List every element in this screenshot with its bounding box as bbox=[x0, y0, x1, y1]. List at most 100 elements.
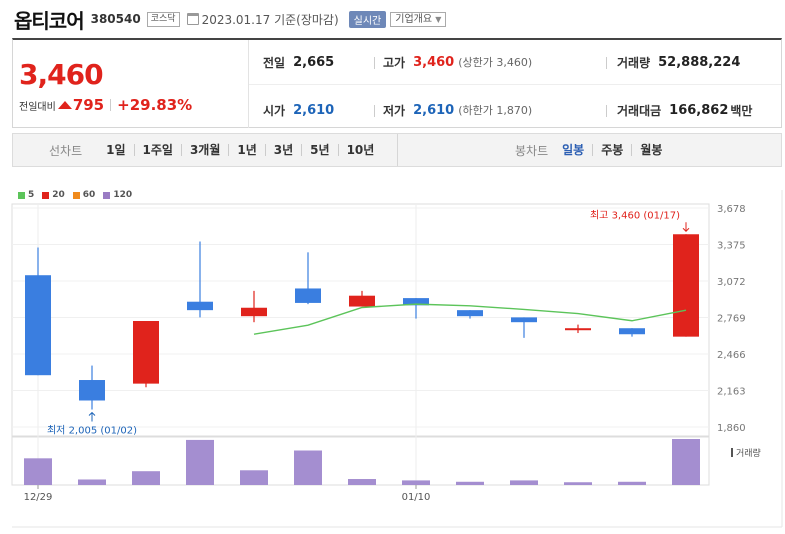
y-tick-label: 3,072 bbox=[717, 277, 746, 288]
realtime-button[interactable]: 실시간 bbox=[348, 10, 387, 28]
candle-chart-label: 봉차트 bbox=[515, 143, 549, 158]
quote-divider bbox=[248, 40, 249, 128]
tab-divider bbox=[397, 134, 398, 166]
legend-item-ma120: 120 bbox=[103, 190, 132, 200]
min-arrow-icon bbox=[88, 411, 96, 422]
candle-body bbox=[241, 307, 267, 317]
legend-swatch bbox=[72, 191, 80, 199]
candle-body bbox=[565, 328, 591, 331]
ma5-line bbox=[253, 303, 687, 335]
volume-stat-value: 52,888,224 bbox=[658, 54, 741, 70]
legend-item-ma60: 60 bbox=[72, 190, 96, 200]
current-price: 3,460 bbox=[19, 58, 104, 91]
amount-label: 거래대금 bbox=[617, 103, 662, 118]
trade-amount: 거래대금 166,862 백만 bbox=[617, 100, 752, 120]
company-overview-label: 기업개요 bbox=[395, 13, 433, 25]
tab-period-10y[interactable]: 10년 bbox=[346, 143, 375, 157]
change-label: 전일대비 bbox=[19, 101, 56, 113]
quote-row-divider bbox=[249, 84, 781, 85]
prev-label: 전일 bbox=[263, 55, 286, 70]
candle-body bbox=[295, 288, 321, 303]
candle-body bbox=[79, 380, 105, 401]
prev-value: 2,665 bbox=[293, 54, 335, 70]
cell-separator bbox=[606, 57, 607, 69]
open-price: 시가 2,610 bbox=[263, 100, 334, 120]
tab-daily[interactable]: 일봉 bbox=[554, 144, 594, 156]
candle-chart-tabs: 봉차트 일봉 주봉 월봉 bbox=[515, 134, 670, 166]
y-tick-label: 3,678 bbox=[717, 204, 746, 215]
tab-period-1d[interactable]: 1일 bbox=[98, 144, 135, 156]
price-area: 3,460 전일대비 795 +29.83% bbox=[13, 40, 248, 128]
candle-body bbox=[403, 298, 429, 306]
upper-limit: (상한가 3,460) bbox=[458, 56, 533, 69]
lower-limit: (하한가 1,870) bbox=[458, 104, 533, 117]
y-tick-label: 2,163 bbox=[717, 387, 746, 398]
change-percent: +29.83% bbox=[117, 96, 193, 114]
x-tick-label: 01/10 bbox=[402, 492, 431, 503]
line-chart-label: 선차트 bbox=[49, 143, 83, 158]
tab-period-1y[interactable]: 1년 bbox=[229, 144, 266, 156]
x-tick-label: 12/29 bbox=[24, 492, 53, 503]
open-label: 시가 bbox=[263, 103, 286, 118]
volume-bar bbox=[24, 458, 52, 485]
tab-period-1w[interactable]: 1주일 bbox=[135, 144, 182, 156]
legend-swatch bbox=[18, 191, 25, 199]
volume-stat-label: 거래량 bbox=[617, 55, 651, 70]
market-badge: 코스닥 bbox=[146, 11, 180, 27]
candle-body bbox=[511, 317, 537, 323]
tab-weekly[interactable]: 주봉 bbox=[593, 144, 633, 156]
amount-value: 166,862 bbox=[669, 102, 729, 118]
volume-plot-frame bbox=[11, 436, 710, 486]
volume-legend-label: 거래량 bbox=[736, 447, 761, 459]
legend-label: 60 bbox=[82, 190, 96, 200]
stock-header: 옵티코어 380540 코스닥 2023.01.17 기준(장마감) 실시간 기… bbox=[14, 8, 447, 33]
volume-bar bbox=[564, 482, 592, 485]
y-tick-label: 2,769 bbox=[717, 314, 746, 325]
amount-unit: 백만 bbox=[730, 103, 753, 118]
chevron-down-icon: ▼ bbox=[435, 14, 442, 24]
y-tick-label: 1,860 bbox=[717, 423, 746, 434]
tab-period-3m[interactable]: 3개월 bbox=[182, 144, 230, 156]
open-value: 2,610 bbox=[293, 102, 335, 118]
candle-body bbox=[349, 295, 375, 307]
low-label: 저가 bbox=[383, 103, 406, 118]
high-label: 고가 bbox=[383, 55, 406, 70]
min-price-label: 최저 2,005 (01/02) bbox=[47, 425, 137, 437]
tab-monthly[interactable]: 월봉 bbox=[640, 143, 663, 157]
tab-period-3y[interactable]: 3년 bbox=[266, 144, 303, 156]
cell-separator bbox=[606, 105, 607, 117]
max-price-label: 최고 3,460 (01/17) bbox=[590, 209, 680, 221]
volume-bar bbox=[456, 481, 484, 485]
legend-label: 120 bbox=[113, 190, 133, 200]
company-overview-button[interactable]: 기업개요 ▼ bbox=[390, 11, 447, 27]
volume-bar bbox=[132, 471, 160, 485]
quote-date: 2023.01.17 기준(장마감) bbox=[201, 12, 339, 27]
volume-bar bbox=[618, 481, 646, 485]
volume-bar bbox=[672, 439, 700, 485]
stock-code: 380540 bbox=[90, 12, 141, 26]
calendar-icon bbox=[186, 13, 199, 25]
candle-body bbox=[187, 301, 213, 311]
candle-body bbox=[673, 234, 699, 337]
legend-item-ma20: 20 bbox=[42, 190, 65, 200]
change-row: 전일대비 795 +29.83% bbox=[19, 96, 192, 114]
volume-bar bbox=[240, 470, 268, 485]
y-tick-label: 2,466 bbox=[717, 350, 746, 361]
y-tick-label: 3,375 bbox=[717, 241, 746, 252]
tab-period-5y[interactable]: 5년 bbox=[302, 144, 339, 156]
candle-body bbox=[619, 328, 645, 335]
candle-body bbox=[457, 310, 483, 317]
volume-bar bbox=[294, 450, 322, 485]
candle-body bbox=[25, 275, 51, 376]
candle-body bbox=[133, 320, 159, 384]
day-low: 저가 2,610 (하한가 1,870) bbox=[383, 100, 532, 120]
quote-box: 3,460 전일대비 795 +29.83% 전일 2,665 고가 3,460… bbox=[12, 38, 782, 128]
change-separator bbox=[110, 99, 112, 111]
volume-legend-marker bbox=[731, 448, 733, 457]
legend-item-ma5: 5 bbox=[18, 190, 34, 200]
volume-bar bbox=[402, 480, 430, 485]
up-arrow-icon bbox=[57, 101, 72, 109]
max-arrow-icon bbox=[682, 222, 690, 232]
legend-swatch bbox=[42, 191, 50, 199]
